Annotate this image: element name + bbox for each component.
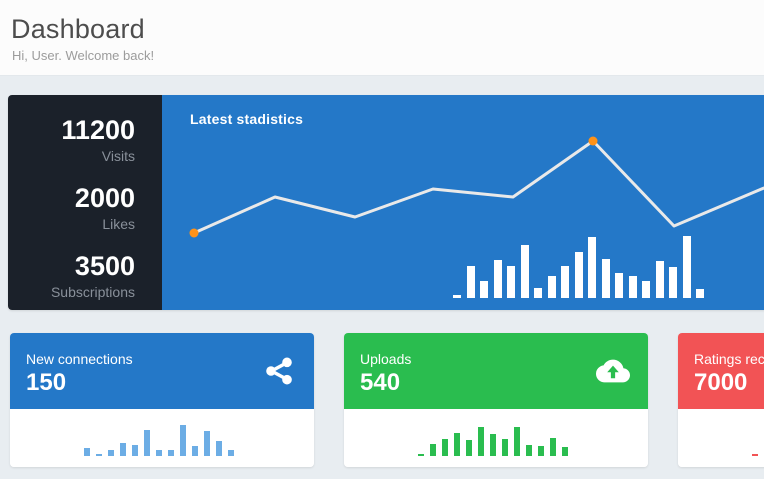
stat-likes: 2000 Likes — [8, 177, 135, 239]
card-new-connections[interactable]: New connections 150 — [10, 333, 314, 467]
visits-line-chart — [189, 136, 764, 238]
card-new-connections-value: 150 — [26, 369, 67, 396]
page-header: Dashboard Hi, User. Welcome back! — [0, 0, 764, 76]
latest-statistics-chart: Latest stadistics — [162, 95, 764, 310]
cloud-upload-icon — [596, 359, 630, 383]
likes-value: 2000 — [74, 183, 135, 214]
card-ratings-received-header: Ratings received 7000 — [678, 333, 764, 409]
subscriptions-value: 3500 — [74, 251, 135, 282]
card-ratings-received-body — [678, 409, 764, 467]
card-uploads-label: Uploads — [360, 351, 412, 367]
card-new-connections-header: New connections 150 — [10, 333, 314, 409]
share-icon — [266, 357, 292, 385]
uploads-sparkline — [344, 409, 648, 467]
statistics-panel: 11200 Visits 2000 Likes 3500 Subscriptio… — [8, 95, 764, 310]
stat-subscriptions: 3500 Subscriptions — [8, 245, 135, 307]
ratings-sparkline — [678, 409, 764, 467]
card-uploads-body — [344, 409, 648, 467]
page-subtitle: Hi, User. Welcome back! — [12, 48, 155, 63]
stats-summary: 11200 Visits 2000 Likes 3500 Subscriptio… — [8, 95, 162, 310]
card-uploads[interactable]: Uploads 540 — [344, 333, 648, 467]
stat-visits: 11200 Visits — [8, 109, 135, 171]
card-new-connections-body — [10, 409, 314, 467]
card-uploads-value: 540 — [360, 369, 401, 396]
page-title: Dashboard — [11, 14, 145, 44]
visits-label: Visits — [101, 147, 135, 164]
subscriptions-label: Subscriptions — [50, 283, 135, 300]
visits-value: 11200 — [61, 115, 135, 146]
chart-title: Latest stadistics — [190, 111, 304, 127]
activity-bar-chart — [162, 95, 764, 310]
card-ratings-received-label: Ratings received — [694, 351, 764, 367]
summary-cards: New connections 150 Uploads 540 — [10, 333, 764, 467]
new-connections-sparkline — [10, 409, 314, 467]
card-new-connections-label: New connections — [26, 351, 133, 367]
card-uploads-header: Uploads 540 — [344, 333, 648, 409]
card-ratings-received-value: 7000 — [694, 369, 748, 396]
likes-label: Likes — [102, 215, 135, 232]
card-ratings-received[interactable]: Ratings received 7000 — [678, 333, 764, 467]
